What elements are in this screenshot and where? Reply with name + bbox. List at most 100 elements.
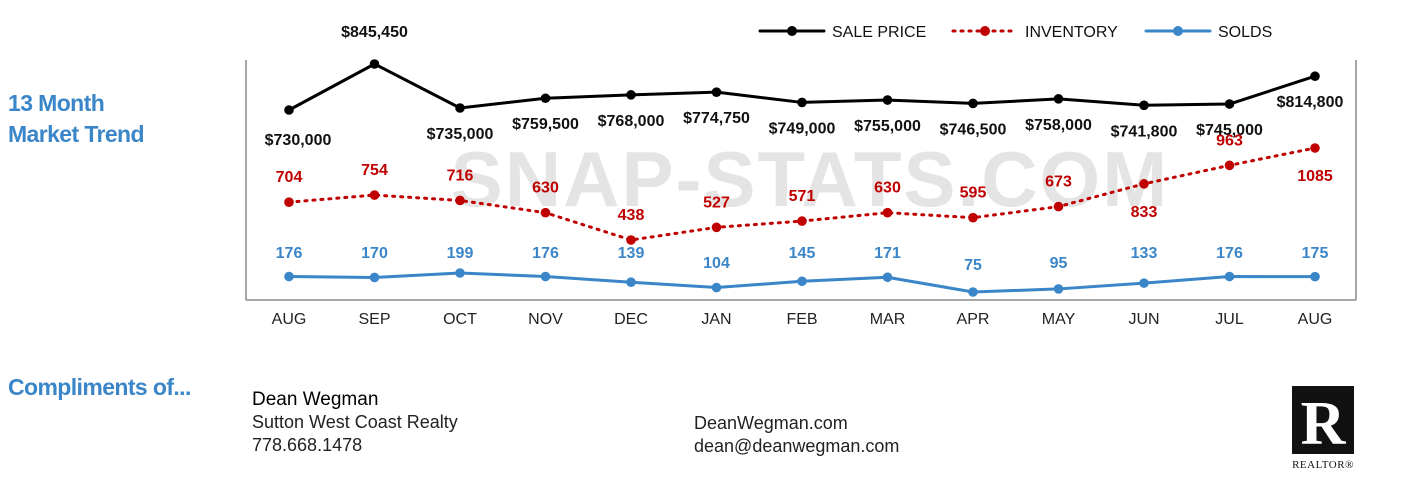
inventory-data-label: 833 xyxy=(1131,204,1158,221)
agent-email: dean@deanwegman.com xyxy=(694,436,900,456)
compliments-label: Compliments of... xyxy=(8,374,191,400)
inventory-point xyxy=(626,235,636,245)
x-tick-label: FEB xyxy=(786,311,817,328)
solds-point xyxy=(369,272,380,283)
sale-price-data-label: $845,450 xyxy=(341,24,408,41)
agent-name: Dean Wegman xyxy=(252,389,379,410)
x-tick-label: AUG xyxy=(1298,311,1333,328)
chart-legend: SALE PRICE INVENTORY SOLDS xyxy=(758,24,1272,41)
sale-price-point xyxy=(626,90,636,100)
solds-data-label: 104 xyxy=(703,255,730,272)
inventory-data-label: 595 xyxy=(960,185,987,202)
inventory-point xyxy=(1053,201,1064,212)
x-tick-label: MAR xyxy=(870,311,906,328)
inventory-data-label: 571 xyxy=(789,188,816,205)
agent-phone: 778.668.1478 xyxy=(252,435,363,455)
solds-point xyxy=(1310,271,1320,282)
inventory-point xyxy=(1310,143,1320,153)
x-tick-label: APR xyxy=(957,311,990,328)
sale-price-label-bg xyxy=(328,21,421,43)
solds-data-label: 75 xyxy=(964,257,982,274)
sale-price-point xyxy=(540,93,551,104)
sale-price-point xyxy=(711,87,722,97)
solds-point xyxy=(626,277,636,287)
solds-point xyxy=(711,282,722,293)
solds-data-label: 145 xyxy=(789,245,816,262)
solds-point xyxy=(455,268,465,278)
agent-info: Dean Wegman Sutton West Coast Realty 778… xyxy=(252,388,458,457)
inventory-point xyxy=(1224,160,1235,171)
inventory-point xyxy=(882,207,893,218)
solds-point xyxy=(1224,271,1235,282)
solds-data-label: 95 xyxy=(1050,255,1068,272)
sale-price-data-label: $814,800 xyxy=(1277,94,1344,111)
solds-point xyxy=(284,271,294,282)
sale-price-point xyxy=(797,97,807,108)
inventory-data-label: 527 xyxy=(703,194,730,211)
sale-price-data-label: $768,000 xyxy=(598,113,665,130)
agent-company: Sutton West Coast Realty xyxy=(252,412,458,432)
chart-side-title: 13 Month Market Trend xyxy=(8,88,208,150)
x-tick-label: DEC xyxy=(614,311,648,328)
sale-price-point xyxy=(455,103,465,113)
inventory-point xyxy=(711,222,722,233)
agent-website: DeanWegman.com xyxy=(694,413,848,433)
sale-price-point xyxy=(1310,71,1320,82)
sale-price-data-label: $741,800 xyxy=(1111,123,1178,140)
side-title-line2: Market Trend xyxy=(8,121,145,147)
sale-price-data-label: $758,000 xyxy=(1025,117,1092,134)
solds-data-label: 175 xyxy=(1302,245,1329,262)
sale-price-data-label: $759,500 xyxy=(512,116,579,133)
solds-data-label: 171 xyxy=(874,245,901,262)
sale-price-data-label: $774,750 xyxy=(683,110,750,127)
inventory-data-label: 630 xyxy=(874,180,901,197)
inventory-point xyxy=(1139,179,1149,189)
inventory-data-label: 716 xyxy=(447,167,474,184)
sale-price-data-label: $749,000 xyxy=(769,120,836,137)
sale-price-point xyxy=(882,95,893,105)
solds-point xyxy=(968,287,978,297)
inventory-data-label: 704 xyxy=(276,169,303,186)
inventory-data-label: 673 xyxy=(1045,174,1072,191)
x-tick-label: OCT xyxy=(443,311,477,328)
solds-data-label: 176 xyxy=(276,245,303,262)
sale-price-data-label: $730,000 xyxy=(265,132,332,149)
inventory-point xyxy=(797,216,807,226)
x-tick-label: SEP xyxy=(358,311,390,328)
sale-price-legend-label: SALE PRICE xyxy=(832,24,926,41)
x-tick-label: JAN xyxy=(701,311,731,328)
inventory-point xyxy=(540,207,551,218)
inventory-data-label: 438 xyxy=(618,207,645,224)
x-tick-label: NOV xyxy=(528,311,563,328)
side-title-line1: 13 Month xyxy=(8,90,105,116)
x-tick-label: JUN xyxy=(1128,311,1159,328)
solds-data-label: 139 xyxy=(618,245,645,262)
solds-point xyxy=(1139,278,1149,288)
sale-price-point xyxy=(1053,94,1064,104)
series-layer xyxy=(284,59,1320,297)
inventory-legend-swatch-dot xyxy=(980,26,990,36)
solds-data-label: 176 xyxy=(1216,245,1243,262)
data-labels: $730,000 $845,450 $735,000 $759,500 $768,000… xyxy=(265,21,1344,274)
solds-data-label: 133 xyxy=(1131,245,1158,262)
inventory-point xyxy=(284,197,294,207)
sale-price-point xyxy=(369,59,380,69)
market-trend-chart: SNAP-STATS.COM SALE PRICE INVENTORY SOLDS … xyxy=(245,21,1357,328)
realtor-r-logo: R REALTOR® xyxy=(1292,386,1354,471)
inventory-point xyxy=(968,212,978,223)
sale-price-data-label: $745,000 xyxy=(1196,122,1263,139)
inventory-point xyxy=(455,195,465,206)
inventory-point xyxy=(369,190,380,200)
sale-price-point xyxy=(1139,100,1149,111)
inventory-data-label: 963 xyxy=(1216,132,1243,149)
x-axis-labels: AUG SEP OCT NOV DEC JAN FEB MAR APR MAY JUN JUL AUG xyxy=(272,311,1333,328)
inventory-legend-label: INVENTORY xyxy=(1025,24,1118,41)
sale-price-point xyxy=(284,105,294,115)
sale-price-legend-swatch-dot xyxy=(787,26,797,36)
sale-price-point xyxy=(968,98,978,109)
sale-price-data-label: $755,000 xyxy=(854,118,921,135)
solds-legend-label: SOLDS xyxy=(1218,24,1272,41)
sale-price-data-label: $746,500 xyxy=(940,121,1007,138)
solds-data-label: 199 xyxy=(447,245,474,262)
x-tick-label: AUG xyxy=(272,311,307,328)
